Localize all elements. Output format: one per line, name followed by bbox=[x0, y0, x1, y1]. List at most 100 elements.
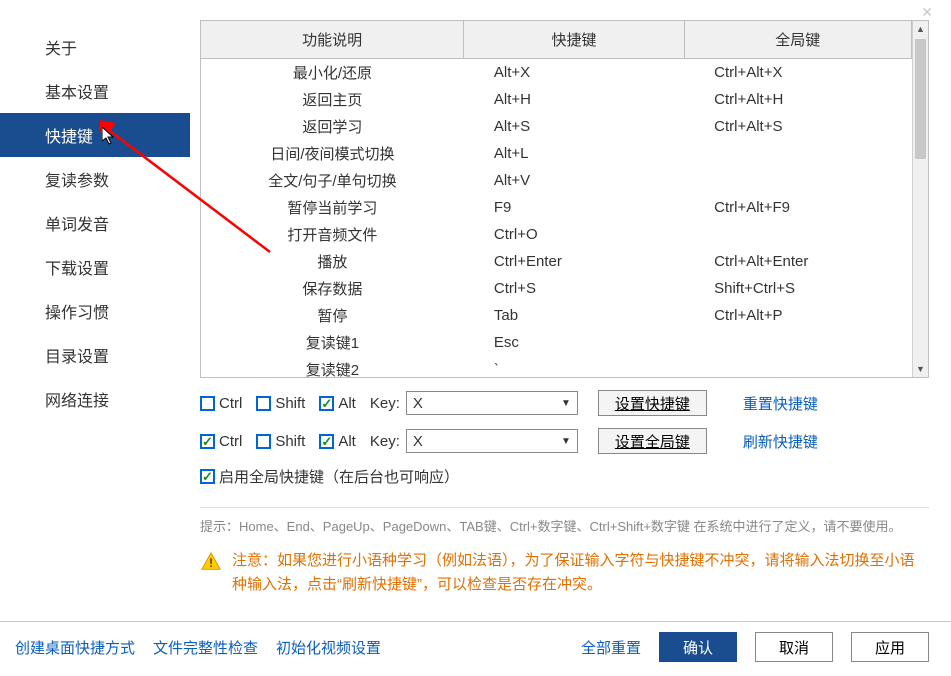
reset-shortcut-link[interactable]: 重置快捷键 bbox=[743, 393, 818, 414]
cell-shortcut: Tab bbox=[464, 302, 684, 329]
scroll-up-icon[interactable]: ▲ bbox=[913, 21, 928, 37]
cell-global: Ctrl+Alt+X bbox=[684, 59, 911, 87]
cell-global: Ctrl+Alt+Enter bbox=[684, 248, 911, 275]
warning-text: 注意：如果您进行小语种学习（例如法语），为了保证输入字符与快捷键不冲突，请将输入… bbox=[232, 549, 929, 597]
shift-checkbox[interactable]: Shift bbox=[256, 395, 305, 412]
cell-shortcut: Alt+X bbox=[464, 59, 684, 87]
cell-shortcut: Ctrl+S bbox=[464, 275, 684, 302]
key-value: X bbox=[413, 433, 423, 450]
reset-all-link[interactable]: 全部重置 bbox=[581, 637, 641, 658]
cell-global: Shift+Ctrl+S bbox=[684, 275, 911, 302]
shift-label: Shift bbox=[275, 433, 305, 450]
sidebar-item-6[interactable]: 操作习惯 bbox=[0, 289, 190, 333]
header-function[interactable]: 功能说明 bbox=[201, 21, 464, 59]
table-row[interactable]: 打开音频文件Ctrl+O bbox=[201, 221, 912, 248]
cell-global: Ctrl+Alt+F9 bbox=[684, 194, 911, 221]
shift-checkbox-global[interactable]: Shift bbox=[256, 433, 305, 450]
cell-func: 返回学习 bbox=[201, 113, 464, 140]
chevron-down-icon: ▼ bbox=[561, 398, 571, 409]
sidebar-item-5[interactable]: 下载设置 bbox=[0, 245, 190, 289]
cell-func: 最小化/还原 bbox=[201, 59, 464, 87]
header-global[interactable]: 全局键 bbox=[684, 21, 911, 59]
sidebar-item-8[interactable]: 网络连接 bbox=[0, 377, 190, 421]
cell-global bbox=[684, 356, 911, 378]
shortcut-modifier-row: Ctrl Shift Alt Key: X ▼ 设置快捷键 重置快捷键 bbox=[200, 390, 929, 416]
cell-func: 全文/句子/单句切换 bbox=[201, 167, 464, 194]
key-label: Key: bbox=[370, 395, 400, 412]
alt-checkbox[interactable]: Alt bbox=[319, 395, 356, 412]
cell-shortcut: ` bbox=[464, 356, 684, 378]
cell-shortcut: F9 bbox=[464, 194, 684, 221]
global-modifier-row: Ctrl Shift Alt Key: X ▼ 设置全局键 刷新快捷键 bbox=[200, 428, 929, 454]
header-shortcut[interactable]: 快捷键 bbox=[464, 21, 684, 59]
enable-global-row: 启用全局快捷键（在后台也可响应） bbox=[200, 466, 929, 487]
close-icon[interactable]: ✕ bbox=[921, 4, 933, 21]
table-row[interactable]: 保存数据Ctrl+SShift+Ctrl+S bbox=[201, 275, 912, 302]
table-row[interactable]: 暂停当前学习F9Ctrl+Alt+F9 bbox=[201, 194, 912, 221]
shortcut-tbody: 最小化/还原Alt+XCtrl+Alt+X返回主页Alt+HCtrl+Alt+H… bbox=[201, 59, 912, 379]
table-row[interactable]: 暂停TabCtrl+Alt+P bbox=[201, 302, 912, 329]
cell-shortcut: Alt+L bbox=[464, 140, 684, 167]
set-global-button[interactable]: 设置全局键 bbox=[598, 428, 707, 454]
refresh-shortcut-link[interactable]: 刷新快捷键 bbox=[743, 431, 818, 452]
set-shortcut-button[interactable]: 设置快捷键 bbox=[598, 390, 707, 416]
dialog-footer: 创建桌面快捷方式 文件完整性检查 初始化视频设置 全部重置 确认 取消 应用 bbox=[0, 621, 951, 676]
key-select-global[interactable]: X ▼ bbox=[406, 429, 578, 453]
cell-shortcut: Ctrl+Enter bbox=[464, 248, 684, 275]
cell-func: 暂停当前学习 bbox=[201, 194, 464, 221]
table-row[interactable]: 复读键1Esc bbox=[201, 329, 912, 356]
cancel-button[interactable]: 取消 bbox=[755, 632, 833, 662]
warning-icon bbox=[200, 551, 222, 573]
key-value: X bbox=[413, 395, 423, 412]
table-row[interactable]: 播放Ctrl+EnterCtrl+Alt+Enter bbox=[201, 248, 912, 275]
shortcut-table: 功能说明 快捷键 全局键 最小化/还原Alt+XCtrl+Alt+X返回主页Al… bbox=[201, 21, 912, 378]
cell-shortcut: Ctrl+O bbox=[464, 221, 684, 248]
table-row[interactable]: 返回学习Alt+SCtrl+Alt+S bbox=[201, 113, 912, 140]
table-row[interactable]: 最小化/还原Alt+XCtrl+Alt+X bbox=[201, 59, 912, 87]
cell-func: 保存数据 bbox=[201, 275, 464, 302]
cell-global bbox=[684, 329, 911, 356]
shift-label: Shift bbox=[275, 395, 305, 412]
alt-label: Alt bbox=[338, 433, 356, 450]
cell-func: 返回主页 bbox=[201, 86, 464, 113]
ok-button[interactable]: 确认 bbox=[659, 632, 737, 662]
sidebar-item-4[interactable]: 单词发音 bbox=[0, 201, 190, 245]
enable-global-checkbox[interactable]: 启用全局快捷键（在后台也可响应） bbox=[200, 466, 459, 487]
ctrl-checkbox-global[interactable]: Ctrl bbox=[200, 433, 242, 450]
apply-button[interactable]: 应用 bbox=[851, 632, 929, 662]
sidebar-item-3[interactable]: 复读参数 bbox=[0, 157, 190, 201]
create-desktop-shortcut-link[interactable]: 创建桌面快捷方式 bbox=[15, 637, 135, 658]
cell-global: Ctrl+Alt+S bbox=[684, 113, 911, 140]
file-integrity-link[interactable]: 文件完整性检查 bbox=[153, 637, 258, 658]
table-row[interactable]: 全文/句子/单句切换Alt+V bbox=[201, 167, 912, 194]
warning-box: 注意：如果您进行小语种学习（例如法语），为了保证输入字符与快捷键不冲突，请将输入… bbox=[200, 545, 929, 607]
cell-func: 播放 bbox=[201, 248, 464, 275]
settings-sidebar: 关于基本设置快捷键复读参数单词发音下载设置操作习惯目录设置网络连接 bbox=[0, 0, 190, 621]
cell-global bbox=[684, 140, 911, 167]
key-select-shortcut[interactable]: X ▼ bbox=[406, 391, 578, 415]
sidebar-item-1[interactable]: 基本设置 bbox=[0, 69, 190, 113]
alt-checkbox-global[interactable]: Alt bbox=[319, 433, 356, 450]
table-row[interactable]: 复读键2` bbox=[201, 356, 912, 378]
cell-func: 日间/夜间模式切换 bbox=[201, 140, 464, 167]
enable-global-label: 启用全局快捷键（在后台也可响应） bbox=[219, 466, 459, 487]
ctrl-checkbox[interactable]: Ctrl bbox=[200, 395, 242, 412]
shortcut-table-container: 功能说明 快捷键 全局键 最小化/还原Alt+XCtrl+Alt+X返回主页Al… bbox=[200, 20, 929, 378]
table-row[interactable]: 返回主页Alt+HCtrl+Alt+H bbox=[201, 86, 912, 113]
table-row[interactable]: 日间/夜间模式切换Alt+L bbox=[201, 140, 912, 167]
sidebar-item-7[interactable]: 目录设置 bbox=[0, 333, 190, 377]
vertical-scrollbar[interactable]: ▲ ▼ bbox=[912, 21, 928, 377]
cell-shortcut: Esc bbox=[464, 329, 684, 356]
cell-shortcut: Alt+V bbox=[464, 167, 684, 194]
scroll-thumb[interactable] bbox=[915, 39, 926, 159]
cell-shortcut: Alt+S bbox=[464, 113, 684, 140]
cell-shortcut: Alt+H bbox=[464, 86, 684, 113]
sidebar-item-2[interactable]: 快捷键 bbox=[0, 113, 190, 157]
cell-global bbox=[684, 221, 911, 248]
init-video-settings-link[interactable]: 初始化视频设置 bbox=[276, 637, 381, 658]
sidebar-item-0[interactable]: 关于 bbox=[0, 25, 190, 69]
key-label: Key: bbox=[370, 433, 400, 450]
scroll-down-icon[interactable]: ▼ bbox=[913, 361, 928, 377]
chevron-down-icon: ▼ bbox=[561, 436, 571, 447]
cell-func: 暂停 bbox=[201, 302, 464, 329]
